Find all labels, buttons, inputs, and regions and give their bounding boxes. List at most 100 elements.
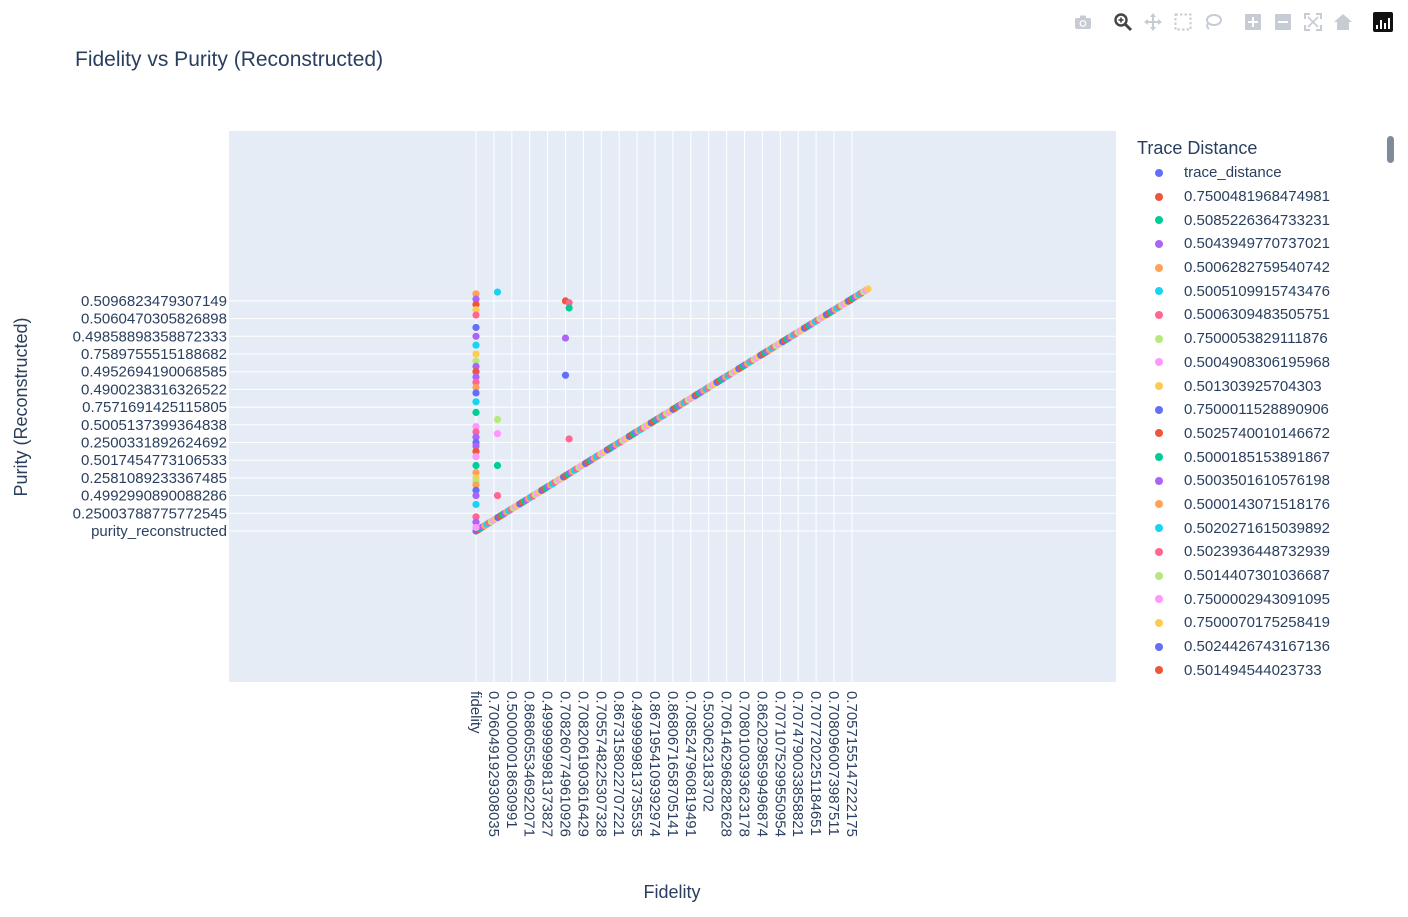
data-point[interactable] [472,290,480,298]
data-point[interactable] [472,357,480,365]
lasso-icon[interactable] [1198,10,1228,34]
y-tick-labels: purity_reconstructed0.250037887757725450… [73,293,227,540]
legend-item[interactable]: 0.5024426743167136 [1130,635,1330,659]
data-point[interactable] [472,368,480,376]
zoom-out-icon[interactable] [1268,10,1298,34]
legend-label: 0.501494544023733 [1184,661,1322,679]
legend-item[interactable]: 0.501494544023733 [1130,658,1330,682]
legend-marker [1155,476,1163,485]
data-point[interactable] [472,373,480,381]
legend-item[interactable]: 0.5004908306195968 [1130,351,1330,375]
legend-scrollbar[interactable] [1387,136,1394,163]
data-point[interactable] [565,435,573,443]
legend-marker [1155,547,1163,556]
data-point[interactable] [472,513,480,521]
zoom-in-icon[interactable] [1238,10,1268,34]
y-tick-label: 0.5005137399364838 [81,417,227,434]
data-point[interactable] [493,415,502,424]
legend-item[interactable]: 0.5020271615039892 [1130,516,1330,540]
legend-item[interactable]: 0.7500481968474981 [1130,185,1330,209]
x-tick-label: 0.7082061903616429 [574,691,591,837]
data-point[interactable] [472,323,480,332]
y-axis-label: Purity (Reconstructed) [11,317,31,496]
autoscale-icon[interactable] [1298,10,1328,34]
legend-item[interactable]: 0.5006309483505751 [1130,303,1330,327]
data-point[interactable] [472,500,480,509]
data-points [472,285,872,535]
legend-item[interactable]: 0.5000185153891867 [1130,445,1330,469]
data-point[interactable] [472,300,480,309]
legend-item[interactable]: 0.7500011528890906 [1130,398,1330,422]
data-point[interactable] [472,389,480,397]
legend-marker [1155,263,1163,272]
data-point[interactable] [472,468,480,477]
legend-item[interactable]: 0.5006282759540742 [1130,256,1330,280]
legend-item[interactable]: 0.5023936448732939 [1130,540,1330,564]
data-point[interactable] [472,332,480,340]
legend-item[interactable]: 0.5025740010146672 [1130,422,1330,446]
data-point[interactable] [493,461,502,470]
data-point[interactable] [472,518,480,526]
data-point[interactable] [472,428,480,436]
x-tick-label: 0.7061462968282628 [718,691,735,837]
data-point[interactable] [472,311,480,319]
data-point[interactable] [472,350,480,358]
legend-label: 0.7500053829111876 [1184,330,1328,348]
data-point[interactable] [472,433,480,441]
data-point[interactable] [472,384,480,392]
x-tick-label: 0.7080960073987511 [825,691,842,836]
data-point[interactable] [472,523,480,532]
camera-icon[interactable] [1068,10,1098,34]
data-point[interactable] [561,334,570,342]
y-tick-label: 0.2581089233367485 [81,470,227,487]
grid-lines [229,131,1116,682]
legend-item[interactable]: 0.5043949770737021 [1130,232,1330,256]
data-point[interactable] [561,371,570,379]
legend-item[interactable]: 0.5005109915743476 [1130,279,1330,303]
data-point[interactable] [472,378,480,386]
data-point[interactable] [472,422,480,431]
y-tick-label: 0.25003788775772545 [73,505,227,522]
pan-icon[interactable] [1138,10,1168,34]
data-point[interactable] [472,447,480,455]
legend-label: 0.5000185153891867 [1184,448,1330,466]
data-point[interactable] [493,430,502,438]
modebar-group-view [1238,10,1358,34]
data-point[interactable] [864,285,872,293]
data-point[interactable] [472,486,480,494]
data-point[interactable] [472,398,480,406]
legend-item[interactable]: 0.7500053829111876 [1130,327,1330,351]
legend-item[interactable]: 0.5085226364733231 [1130,208,1330,232]
data-point[interactable] [565,299,573,307]
box-select-icon[interactable] [1168,10,1198,34]
data-point[interactable] [493,288,502,296]
data-point[interactable] [472,442,480,450]
legend-label: 0.5025740010146672 [1184,424,1330,442]
legend-item[interactable]: 0.5000143071518176 [1130,493,1330,517]
legend-item[interactable]: trace_distance [1130,161,1330,185]
home-icon[interactable] [1328,10,1358,34]
data-point[interactable] [472,362,480,370]
data-point[interactable] [472,408,480,417]
legend-item[interactable]: 0.7500070175258419 [1130,611,1330,635]
data-point[interactable] [472,453,480,461]
plotly-logo-icon[interactable] [1368,10,1398,34]
data-point[interactable] [472,461,480,470]
legend-item[interactable]: 0.501303925704303 [1130,374,1330,398]
data-point[interactable] [472,306,480,314]
data-point[interactable] [472,492,480,500]
legend-label: 0.7500011528890906 [1184,401,1329,419]
data-point[interactable] [472,341,480,349]
x-tick-label: 0.8686055346922071 [521,691,538,837]
x-tick-label: 0.7085247960819491 [682,691,699,837]
x-tick-label: 0.7060491929308035 [485,691,502,837]
data-point[interactable] [493,492,502,500]
data-point[interactable] [472,295,480,303]
legend-item[interactable]: 0.5003501610576198 [1130,469,1330,493]
legend-item[interactable]: 0.7500002943091095 [1130,587,1330,611]
zoom-icon[interactable] [1108,10,1138,34]
data-point[interactable] [565,304,573,312]
y-tick-label: 0.49858898358872333 [73,328,227,345]
legend-item[interactable]: 0.5014407301036687 [1130,564,1330,588]
data-point[interactable] [472,481,480,489]
